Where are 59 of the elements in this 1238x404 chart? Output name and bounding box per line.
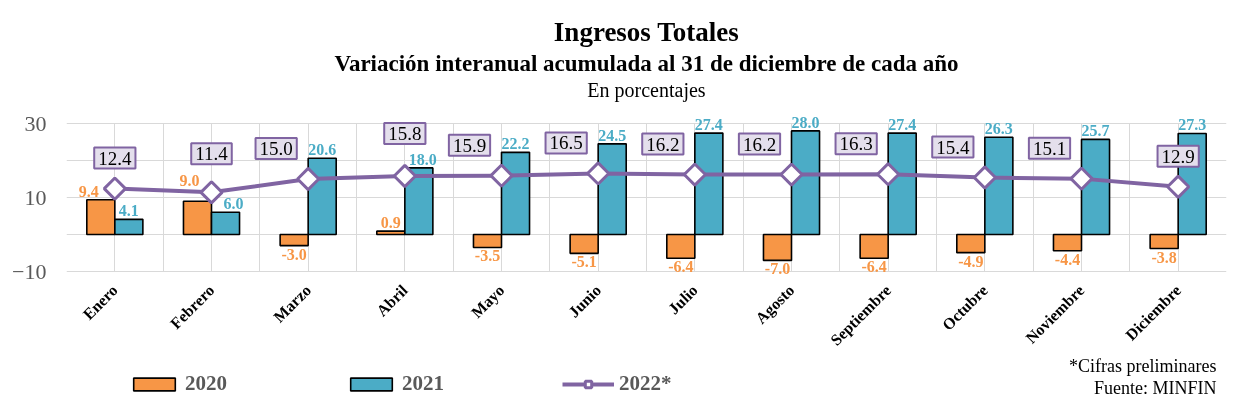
y-tick-label: −10 — [12, 258, 47, 284]
point — [586, 161, 611, 186]
data-label: 26.3 — [984, 120, 1013, 138]
data-label: 4.1 — [118, 202, 139, 220]
data-label: 16.2 — [646, 133, 680, 155]
data-label: 27.3 — [1178, 116, 1207, 134]
data-label: 28.0 — [791, 113, 820, 131]
point — [1166, 174, 1191, 199]
data-label: 15.8 — [388, 123, 422, 145]
point — [392, 163, 417, 189]
point — [1069, 166, 1094, 191]
point — [102, 176, 127, 201]
data-label: -6.4 — [668, 258, 694, 276]
data-label: 20.6 — [308, 141, 337, 159]
data-label: 15.4 — [936, 136, 970, 158]
data-label: 12.9 — [1161, 145, 1195, 167]
point — [489, 163, 514, 188]
legend-label: 2020 — [185, 371, 227, 396]
legend-label: 2021 — [402, 371, 444, 396]
point — [779, 162, 804, 187]
data-label: 15.0 — [259, 138, 293, 159]
data-label: -5.1 — [571, 253, 597, 271]
data-label: 12.4 — [98, 147, 132, 169]
data-label: -7.0 — [764, 260, 791, 278]
y-tick-label: 30 — [24, 110, 47, 136]
y-axis-title: En porcentajes — [587, 78, 706, 102]
data-label: -3.8 — [1151, 248, 1177, 266]
data-label: 27.4 — [694, 116, 723, 134]
data-label: 18.0 — [408, 150, 437, 168]
data-label: 9.0 — [179, 172, 200, 190]
point — [972, 165, 997, 190]
chart-title: Ingresos Totales — [553, 16, 739, 47]
chart-subtitle: Variación interanual acumulada al 31 de diciembre de cada año — [334, 50, 959, 76]
text: *Cifras preliminares — [1069, 355, 1217, 376]
point — [199, 180, 224, 205]
data-label: 6.0 — [223, 195, 244, 213]
data-label: 24.5 — [598, 126, 627, 144]
data-label: 16.3 — [839, 133, 873, 155]
data-label: 0.9 — [380, 214, 401, 232]
y-tick-label: 10 — [24, 184, 47, 210]
point — [876, 162, 901, 187]
data-label: 22.2 — [501, 135, 530, 153]
data-label: 15.9 — [452, 134, 487, 156]
data-label: -6.4 — [861, 258, 887, 276]
data-label: -4.9 — [958, 252, 984, 270]
data-label: -4.4 — [1054, 250, 1081, 268]
data-label: 16.5 — [549, 132, 583, 154]
data-label: 15.1 — [1032, 137, 1067, 159]
data-label: 25.7 — [1081, 122, 1110, 140]
point — [682, 162, 707, 187]
point — [296, 166, 321, 192]
data-label: 16.2 — [742, 133, 777, 155]
source-note: Fuente: MINFIN — [1094, 377, 1217, 398]
data-label: -3.5 — [474, 247, 501, 265]
legend-label: 2022* — [619, 371, 672, 396]
data-label: 27.4 — [888, 116, 917, 134]
data-label: 9.4 — [78, 182, 99, 200]
data-label: 11.4 — [195, 143, 229, 165]
data-label: -3.0 — [281, 245, 307, 263]
